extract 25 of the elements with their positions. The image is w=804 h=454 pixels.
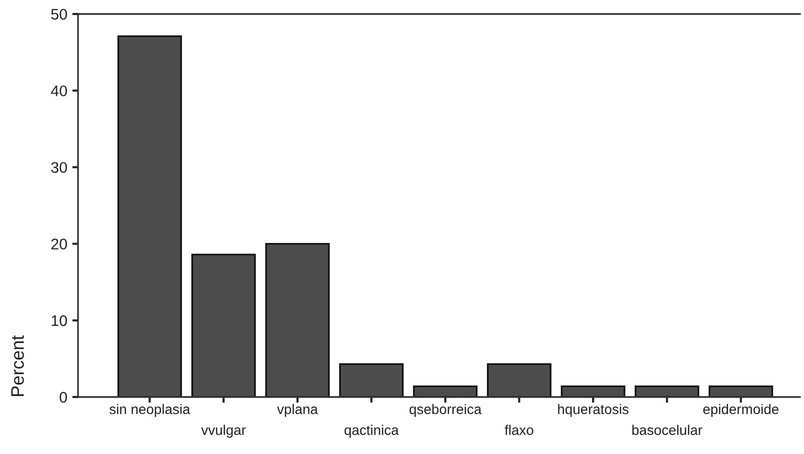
y-tick-label: 30 xyxy=(51,162,67,173)
x-tick-label: vplana xyxy=(277,404,318,417)
y-tick-label: 10 xyxy=(52,315,67,326)
bar xyxy=(339,363,404,397)
x-tick-label: hqueratosis xyxy=(558,404,628,417)
x-tick-label: vvulgar xyxy=(201,424,246,438)
x-tick-label: qactinica xyxy=(344,424,399,438)
y-tick-label: 0 xyxy=(60,392,67,403)
bar xyxy=(265,242,330,397)
x-tick-label: sin neoplasia xyxy=(110,404,190,417)
bar xyxy=(413,385,478,397)
x-tick-label: flaxo xyxy=(504,424,534,435)
y-tick-label: 20 xyxy=(51,238,67,250)
bar xyxy=(560,385,626,397)
x-tick-label: qseborreica xyxy=(410,404,482,417)
bar xyxy=(634,385,700,397)
y-tick-label: 50 xyxy=(51,8,67,20)
bar xyxy=(486,363,552,397)
bar xyxy=(117,35,182,397)
bar xyxy=(708,385,774,397)
x-tick-label: basocelular xyxy=(632,424,702,435)
y-tick-label: 40 xyxy=(50,85,67,96)
x-tick-label: epidermoide xyxy=(703,404,778,417)
y-axis-title: Percent xyxy=(11,335,24,396)
bar xyxy=(191,254,256,397)
